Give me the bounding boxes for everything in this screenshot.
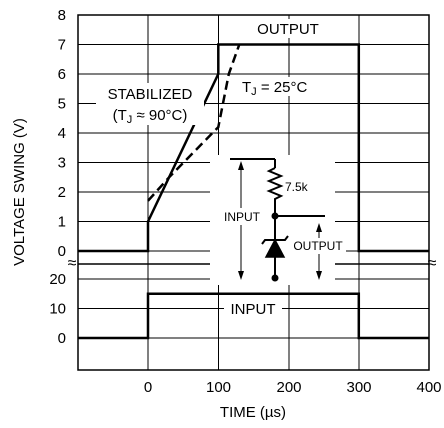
stabilized-label-line1: STABILIZED xyxy=(108,86,193,103)
y2-tick-20: 20 xyxy=(49,271,66,288)
y-tick-7: 7 xyxy=(58,37,66,54)
series-input-line xyxy=(77,292,429,340)
break-mark-left: ≈ xyxy=(68,255,77,272)
y-tick-0: 0 xyxy=(58,243,66,260)
y-tick-8: 8 xyxy=(58,7,66,24)
x-tick-200: 200 xyxy=(276,379,301,396)
lower-y-ticks: 0 10 20 xyxy=(49,271,66,347)
input-lower-label: INPUT xyxy=(231,301,276,318)
tj25-label-bg xyxy=(240,77,312,96)
y2-tick-10: 10 xyxy=(49,301,66,318)
schematic-input-label: INPUT xyxy=(224,210,261,224)
output-arrow-down-icon xyxy=(316,271,322,280)
input-arrow-up-icon xyxy=(238,161,244,170)
y-tick-3: 3 xyxy=(58,155,66,172)
series-stabilized-output-line xyxy=(77,43,429,253)
y-tick-5: 5 xyxy=(58,96,66,113)
y-tick-1: 1 xyxy=(58,214,66,231)
resistor-value-label: 7.5k xyxy=(285,180,309,194)
x-tick-0: 0 xyxy=(144,379,152,396)
tj25-label: TJ = 25°C xyxy=(242,79,307,98)
series-tj25-dashed-line xyxy=(147,44,241,202)
inset-schematic: 7.5k INPUT OUTPUT xyxy=(210,155,346,285)
y-tick-4: 4 xyxy=(58,125,66,142)
stabilized-label-line2: (TJ ≈ 90°C) xyxy=(113,107,188,126)
output-label: OUTPUT xyxy=(257,21,319,38)
node-dot-bottom xyxy=(271,274,279,282)
y-tick-6: 6 xyxy=(58,66,66,83)
input-arrow-down-icon xyxy=(238,271,244,280)
break-mark-right: ≈ xyxy=(428,255,437,272)
x-tick-300: 300 xyxy=(346,379,371,396)
x-axis-title: TIME (µs) xyxy=(220,404,286,421)
upper-y-ticks: 0 1 2 3 4 5 6 7 8 xyxy=(58,7,66,260)
x-ticks: 0 100 200 300 400 xyxy=(144,379,442,396)
resistor-symbol xyxy=(266,167,284,215)
schematic-output-label: OUTPUT xyxy=(293,239,343,253)
y-tick-2: 2 xyxy=(58,184,66,201)
x-tick-400: 400 xyxy=(416,379,441,396)
x-tick-100: 100 xyxy=(206,379,231,396)
output-label-bg xyxy=(250,19,326,38)
input-lower-label-bg xyxy=(224,299,282,318)
output-arrow-up-icon xyxy=(316,223,322,232)
y-axis-title: VOLTAGE SWING (V) xyxy=(11,118,28,266)
stabilized-label-bg xyxy=(96,83,204,125)
y2-tick-0: 0 xyxy=(58,330,66,347)
